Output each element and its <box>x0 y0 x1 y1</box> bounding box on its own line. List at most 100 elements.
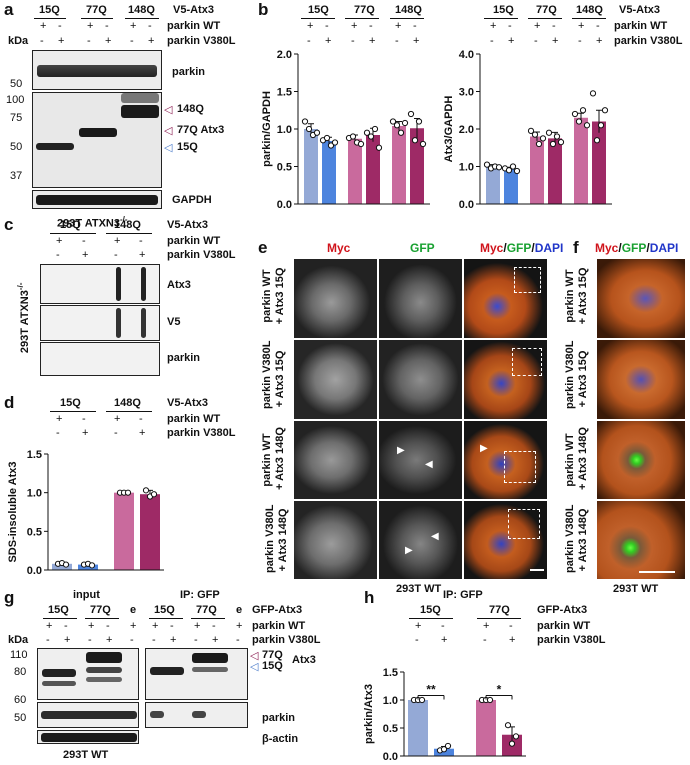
sign: + <box>509 634 516 646</box>
group-label-77q: 77Q <box>354 4 375 16</box>
data-point <box>575 118 583 125</box>
row-label-4: parkin V380L + Atx3 148Q <box>264 504 289 573</box>
blot-label-actin: β-actin <box>262 733 299 745</box>
data-point <box>88 562 96 569</box>
sign: + <box>483 620 490 632</box>
parkin-v380l-label: parkin V380L <box>167 427 236 439</box>
parkin-wt-label: parkin WT <box>167 20 221 32</box>
data-point <box>495 164 503 171</box>
y-tick-label: 1.0 <box>383 695 398 707</box>
sign: - <box>40 35 44 47</box>
data-point <box>579 107 587 114</box>
data-point <box>407 110 415 118</box>
sign: + <box>395 20 402 32</box>
marker-label: 60 <box>14 694 27 706</box>
sign: + <box>369 35 376 47</box>
y-tick-label: 1.0 <box>27 488 42 500</box>
v5-atx3-label: V5-Atx3 <box>167 397 208 409</box>
data-point <box>419 140 427 148</box>
y-tick-label: 1.5 <box>383 667 398 679</box>
blot-ip-atx3 <box>145 648 248 700</box>
group-label-148q: 148Q <box>114 219 141 231</box>
zoom-r1 <box>596 258 686 339</box>
sign: - <box>508 20 512 32</box>
sign: + <box>106 634 113 646</box>
marker-label: 50 <box>10 78 23 90</box>
arrow-15q-icon: ◁ <box>250 661 259 673</box>
row-label-1: parkin WT + Atx3 15Q <box>261 267 286 325</box>
significance-label: * <box>497 683 502 697</box>
micrograph-merge-r3: ▶ <box>463 420 548 500</box>
micrograph-myc-r4 <box>293 500 378 580</box>
data-point <box>545 129 553 136</box>
data-point <box>124 489 132 496</box>
blot-label-parkin: parkin <box>262 712 296 724</box>
data-point <box>375 144 383 151</box>
blot-label-atx3: Atx3 <box>167 279 191 291</box>
sign: + <box>170 634 177 646</box>
data-point <box>513 167 521 175</box>
sign: - <box>105 20 109 32</box>
gfp-atx3-label: GFP-Atx3 <box>537 604 588 616</box>
chart-sds-insoluble: 0.0 0.5 1.0 1.5 SDS-insoluble Atx3 <box>7 449 164 577</box>
label-15q: 15Q <box>177 141 198 153</box>
y-axis-label: parkin/Atx3 <box>363 684 375 744</box>
group-label-e: e <box>130 604 137 616</box>
data-point <box>440 746 448 753</box>
sign: + <box>56 235 63 247</box>
label-77q-atx3: 77Q Atx3 <box>177 124 225 136</box>
panel-letter-h: h <box>364 588 375 607</box>
sign: - <box>596 20 600 32</box>
data-point <box>393 122 401 129</box>
sign: + <box>307 20 314 32</box>
sign: - <box>56 427 60 439</box>
micrograph-myc-r3 <box>293 420 378 500</box>
y-tick-label: 4.0 <box>459 49 474 61</box>
sign: - <box>87 35 91 47</box>
sign: + <box>152 620 159 632</box>
arrow-148q-icon: ◁ <box>164 104 173 116</box>
sign: - <box>82 235 86 247</box>
sign: + <box>325 35 332 47</box>
sign: - <box>578 35 582 47</box>
sign: + <box>105 35 112 47</box>
data-point <box>371 125 379 133</box>
data-point <box>349 133 357 140</box>
panel-letter-e: e <box>258 238 268 257</box>
micrograph-merge-r4 <box>463 500 548 580</box>
sign: + <box>441 634 448 646</box>
bar <box>408 700 428 756</box>
sign: - <box>307 35 311 47</box>
y-axis-label: parkin/GAPDH <box>261 91 273 167</box>
sign: + <box>534 20 541 32</box>
data-point <box>509 163 517 170</box>
sign: - <box>441 620 445 632</box>
blot-actin <box>37 730 139 744</box>
data-point <box>401 119 409 127</box>
blot-atx3 <box>32 92 162 188</box>
row-label-f4: parkin V380L + Atx3 148Q <box>564 504 589 573</box>
label-input: input <box>73 589 100 601</box>
panel-letter-f: f <box>573 238 579 257</box>
group-label-77q: 77Q <box>536 4 557 16</box>
row-label-f1: parkin WT + Atx3 15Q <box>564 267 589 325</box>
sign: - <box>236 634 240 646</box>
panel-letter-c: c <box>4 215 14 234</box>
sign: - <box>88 634 92 646</box>
filter-trap-v5 <box>40 305 160 341</box>
micrograph-merge-r1 <box>463 258 548 339</box>
sign: + <box>508 35 515 47</box>
panel-letter-g: g <box>4 588 15 607</box>
data-point <box>539 135 547 142</box>
sign: - <box>148 20 152 32</box>
sign: - <box>212 620 216 632</box>
y-tick-label: 0.0 <box>277 199 292 211</box>
data-point <box>62 561 70 568</box>
filter-trap-atx3 <box>40 264 160 304</box>
sign: - <box>534 35 538 47</box>
panel-letter-a: a <box>4 0 14 19</box>
parkin-wt-label: parkin WT <box>537 620 591 632</box>
sign: - <box>509 620 513 632</box>
group-label-15q: 15Q <box>308 4 329 16</box>
